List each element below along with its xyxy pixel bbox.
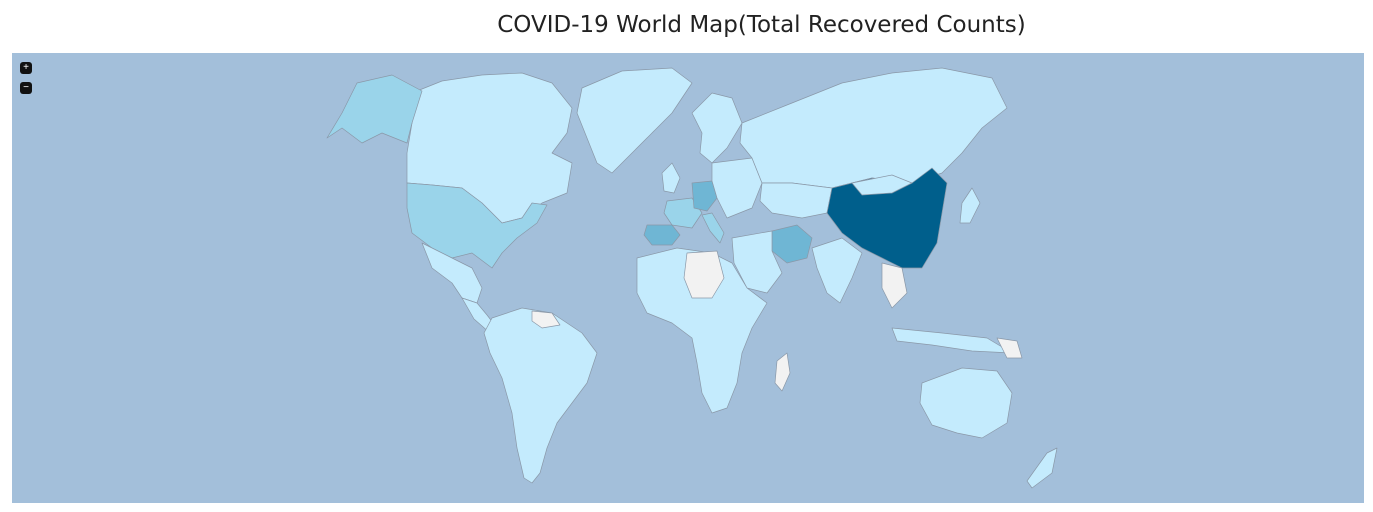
country-south-america[interactable]	[483, 307, 598, 484]
country-france[interactable]	[663, 197, 703, 229]
country-germany[interactable]	[691, 180, 718, 212]
country-mongolia[interactable]	[851, 174, 913, 196]
country-australia[interactable]	[919, 367, 1013, 439]
country-china[interactable]	[826, 167, 948, 269]
world-map-svg[interactable]	[12, 53, 1364, 503]
choropleth-map[interactable]: + −	[12, 53, 1364, 503]
country-united-states[interactable]	[406, 182, 548, 269]
country-middle-east[interactable]	[731, 230, 783, 294]
country-new-zealand[interactable]	[1026, 447, 1058, 489]
country-russia[interactable]	[739, 67, 1008, 189]
country-spain[interactable]	[643, 224, 681, 246]
country-scandinavia[interactable]	[691, 92, 743, 164]
zoom-in-button[interactable]: +	[20, 62, 32, 74]
country-madagascar[interactable]	[774, 352, 791, 392]
country-indonesia[interactable]	[891, 327, 1013, 354]
country-uk[interactable]	[661, 162, 681, 194]
country-japan[interactable]	[959, 187, 981, 224]
country-africa[interactable]	[636, 247, 768, 414]
country-venezuela-region[interactable]	[531, 310, 561, 329]
country-alaska[interactable]	[326, 74, 423, 144]
page-title: COVID-19 World Map(Total Recovered Count…	[497, 12, 1026, 38]
country-india[interactable]	[811, 237, 863, 304]
country-greenland[interactable]	[576, 67, 693, 174]
country-southeast-asia[interactable]	[881, 262, 908, 309]
country-papua[interactable]	[996, 337, 1023, 359]
country-kazakhstan[interactable]	[759, 182, 833, 219]
country-libya-region[interactable]	[683, 250, 725, 299]
zoom-out-button[interactable]: −	[20, 82, 32, 94]
country-italy[interactable]	[701, 212, 725, 244]
